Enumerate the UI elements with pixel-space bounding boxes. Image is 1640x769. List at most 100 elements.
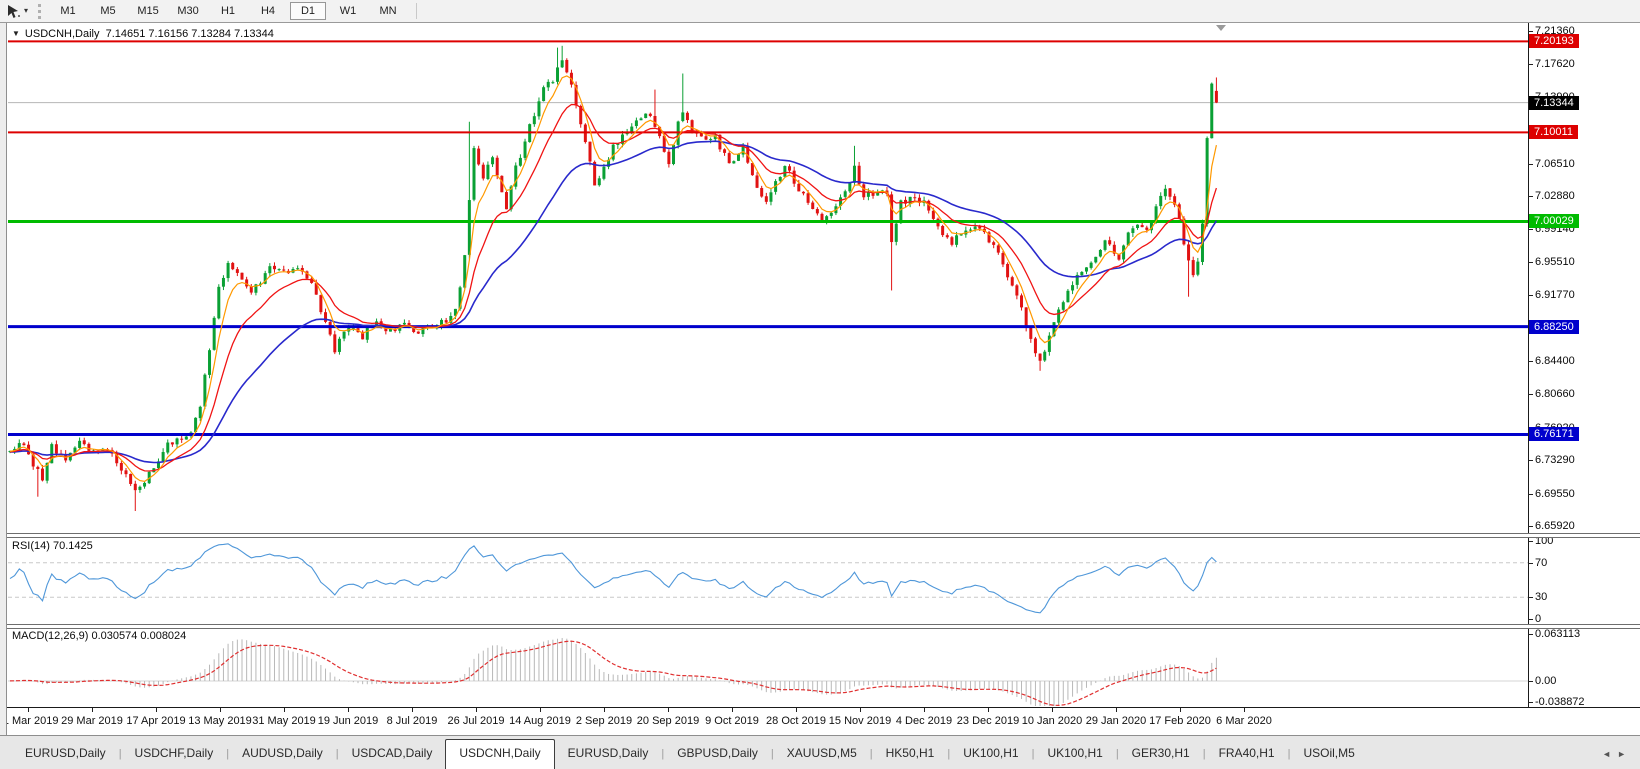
chart-title[interactable]: ▼ USDCNH,Daily 7.14651 7.16156 7.13284 7.… bbox=[12, 28, 274, 40]
time-axis-tick-mark bbox=[284, 708, 285, 712]
price-axis-tick-mark bbox=[1528, 360, 1533, 362]
date-label: 23 Dec 2019 bbox=[956, 715, 1020, 727]
price-axis-tick-mark bbox=[1528, 295, 1533, 297]
timeframe-button-m5[interactable]: M5 bbox=[100, 5, 116, 17]
pane-splitter-rsi[interactable] bbox=[0, 533, 1640, 538]
tab-separator: | bbox=[947, 748, 951, 760]
ma-fast-line bbox=[9, 75, 1217, 483]
timeframe-button-m1[interactable]: M1 bbox=[60, 5, 76, 17]
date-label: 13 May 2019 bbox=[188, 715, 252, 727]
toolbar: ▾ M1 M5 M15 M30 H1 H4 D1 W1 MN bbox=[0, 0, 1640, 23]
time-axis-tick-mark bbox=[476, 708, 477, 712]
tab-uk100-h1[interactable]: UK100,H1 bbox=[963, 746, 1019, 760]
timeframe-button-m15[interactable]: M15 bbox=[137, 5, 159, 17]
timeframe-button-d1[interactable]: D1 bbox=[290, 2, 327, 20]
timeframe-button-w1[interactable]: W1 bbox=[339, 5, 357, 17]
rsi-axis-label: 30 bbox=[1535, 591, 1548, 604]
chart-tab-bar: EURUSD,Daily | USDCHF,Daily | AUDUSD,Daily | U… bbox=[0, 735, 1640, 769]
time-axis-tick-mark bbox=[1244, 708, 1245, 712]
price-axis-tick-mark bbox=[1528, 525, 1533, 527]
tab-separator: | bbox=[226, 748, 230, 760]
price-axis-tick: 6.95510 bbox=[1535, 255, 1575, 268]
price-axis-tick-mark bbox=[1528, 64, 1533, 66]
tab-gbpusd-daily[interactable]: GBPUSD,Daily bbox=[677, 746, 758, 760]
tab-usdcnh-daily[interactable]: USDCNH,Daily bbox=[445, 739, 555, 769]
price-axis-tick: 6.69550 bbox=[1535, 487, 1575, 500]
pane-splitter-macd[interactable] bbox=[0, 624, 1640, 629]
date-label: 29 Jan 2020 bbox=[1085, 715, 1147, 727]
tab-uk100-h1[interactable]: UK100,H1 bbox=[1047, 746, 1103, 760]
time-axis-tick-mark bbox=[348, 708, 349, 712]
tab-usoil-m5[interactable]: USOil,M5 bbox=[1303, 746, 1355, 760]
tab-ger30-h1[interactable]: GER30,H1 bbox=[1131, 746, 1190, 760]
date-label: 17 Feb 2020 bbox=[1149, 715, 1211, 727]
time-axis-tick-mark bbox=[732, 708, 733, 712]
date-label: 14 Aug 2019 bbox=[509, 715, 571, 727]
date-label: 10 Jan 2020 bbox=[1021, 715, 1083, 727]
time-axis-tick-mark bbox=[540, 708, 541, 712]
rsi-line bbox=[9, 543, 1217, 614]
macd-axis-tick-mark bbox=[1528, 681, 1533, 682]
tab-scroll-right-icon[interactable]: ► bbox=[1617, 749, 1632, 759]
tab-scroll-left-icon[interactable]: ◄ bbox=[1602, 749, 1618, 759]
date-label: 9 Oct 2019 bbox=[705, 715, 759, 727]
date-label: 17 Apr 2019 bbox=[126, 715, 186, 727]
ma-mid-line bbox=[9, 103, 1218, 472]
tab-separator: | bbox=[869, 748, 873, 760]
price-axis-tick-mark bbox=[1528, 195, 1533, 197]
date-label: 26 Jul 2019 bbox=[447, 715, 505, 727]
dropdown-caret-icon: ▾ bbox=[24, 6, 29, 15]
time-axis-tick-mark bbox=[604, 708, 605, 712]
macd-signal-line bbox=[9, 640, 1217, 707]
tab-audusd-daily[interactable]: AUDUSD,Daily bbox=[242, 746, 323, 760]
chart-shift-marker-icon[interactable] bbox=[1216, 25, 1226, 31]
timeframe-button-mn[interactable]: MN bbox=[379, 5, 397, 17]
price-level-label: 6.76171 bbox=[1529, 427, 1579, 442]
rsi-axis-label: 70 bbox=[1535, 556, 1548, 569]
date-label: 6 Mar 2020 bbox=[1216, 715, 1272, 727]
tab-usdchf-daily[interactable]: USDCHF,Daily bbox=[134, 746, 214, 760]
date-label: 19 Jun 2019 bbox=[317, 715, 379, 727]
rsi-axis-tick-mark bbox=[1528, 619, 1533, 620]
date-label: 8 Jul 2019 bbox=[386, 715, 438, 727]
toolbar-grip-handle[interactable] bbox=[38, 3, 42, 19]
time-axis-tick-mark bbox=[220, 708, 221, 712]
timeframe-button-m30[interactable]: M30 bbox=[177, 5, 199, 17]
date-label: 28 Oct 2019 bbox=[766, 715, 826, 727]
time-axis-tick-mark bbox=[988, 708, 989, 712]
time-axis-tick-mark bbox=[28, 708, 29, 712]
timeframe-button-h4[interactable]: H4 bbox=[260, 5, 276, 17]
time-axis-tick-mark bbox=[860, 708, 861, 712]
tab-separator: | bbox=[661, 748, 665, 760]
price-axis-tick: 6.73290 bbox=[1535, 454, 1575, 467]
tab-eurusd-daily[interactable]: EURUSD,Daily bbox=[25, 746, 106, 760]
tab-separator: | bbox=[1031, 748, 1035, 760]
price-level-label: 6.88250 bbox=[1529, 319, 1579, 334]
tab-fra40-h1[interactable]: FRA40,H1 bbox=[1218, 746, 1275, 760]
cursor-tool-button[interactable]: ▾ bbox=[0, 0, 35, 22]
price-level-label: 7.10011 bbox=[1529, 125, 1578, 140]
price-axis-tick: 7.21360 bbox=[1535, 25, 1575, 37]
price-axis-tick: 7.06510 bbox=[1535, 157, 1575, 170]
time-axis-tick-mark bbox=[1180, 708, 1181, 712]
time-axis[interactable]: 11 Mar 2019 29 Mar 2019 17 Apr 2019 13 May … bbox=[0, 707, 1640, 735]
time-axis-tick-mark bbox=[1116, 708, 1117, 712]
toolbar-separator bbox=[416, 3, 418, 19]
time-axis-tick-mark bbox=[156, 708, 157, 712]
tab-eurusd-daily[interactable]: EURUSD,Daily bbox=[567, 746, 649, 760]
tab-hk50-h1[interactable]: HK50,H1 bbox=[885, 746, 935, 760]
tab-xauusd-m5[interactable]: XAUUSD,M5 bbox=[786, 746, 857, 760]
price-axis-tick: 6.65920 bbox=[1535, 519, 1575, 532]
rsi-indicator-label: RSI(14) 70.1425 bbox=[12, 540, 93, 552]
date-label: 31 May 2019 bbox=[252, 715, 316, 727]
timeframe-button-h1[interactable]: H1 bbox=[220, 5, 236, 17]
tab-usdcad-daily[interactable]: USDCAD,Daily bbox=[351, 746, 433, 760]
window-left-edge[interactable] bbox=[0, 23, 7, 735]
rsi-axis-label: 0 bbox=[1535, 613, 1542, 625]
macd-indicator-label: MACD(12,26,9) 0.030574 0.008024 bbox=[12, 630, 187, 642]
tab-scroll-arrows[interactable]: ◄► bbox=[1602, 749, 1632, 759]
price-axis-tick-mark bbox=[1528, 261, 1533, 263]
time-axis-tick-mark bbox=[668, 708, 669, 712]
tab-separator: | bbox=[335, 748, 339, 760]
